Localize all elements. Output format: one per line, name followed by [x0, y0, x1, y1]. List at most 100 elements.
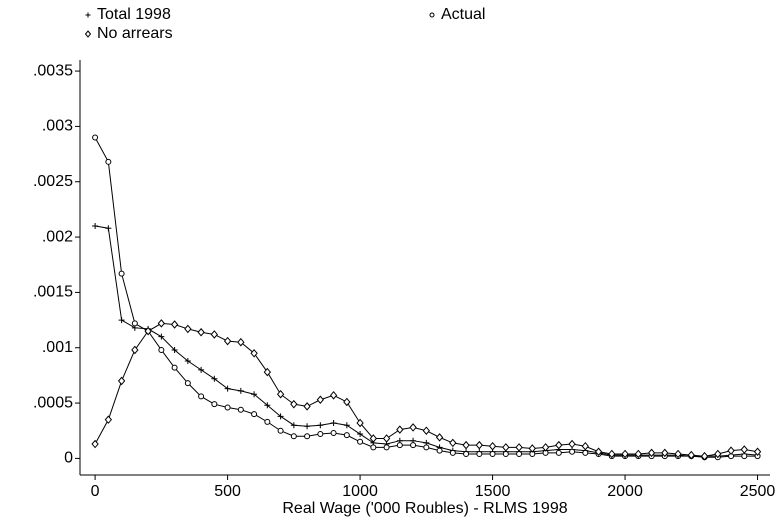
x-tick-label: 1500: [475, 483, 511, 500]
marker: [516, 450, 523, 457]
marker: [237, 406, 244, 413]
marker: [290, 433, 297, 440]
marker: [264, 418, 271, 425]
marker: [463, 450, 470, 457]
series-line: [95, 225, 758, 457]
marker: [608, 449, 616, 459]
legend-marker: [429, 12, 435, 18]
marker: [317, 422, 324, 429]
marker: [528, 444, 536, 453]
marker: [118, 317, 125, 324]
marker: [118, 270, 125, 277]
marker: [343, 432, 350, 439]
marker: [304, 433, 311, 440]
y-tick-label: .0035: [33, 62, 73, 79]
marker: [422, 426, 430, 436]
marker: [357, 431, 364, 438]
marker: [541, 443, 550, 452]
marker: [251, 411, 258, 418]
x-tick-label: 500: [214, 483, 241, 500]
marker: [158, 333, 165, 340]
marker: [687, 450, 695, 460]
marker: [594, 447, 603, 457]
marker: [634, 449, 642, 459]
marker: [316, 395, 324, 405]
marker: [105, 158, 112, 165]
y-tick-label: 0: [64, 450, 73, 467]
x-tick-label: 2000: [607, 483, 643, 500]
marker: [753, 447, 762, 457]
marker: [621, 449, 629, 459]
marker: [237, 387, 244, 394]
marker: [555, 440, 563, 450]
marker: [303, 402, 311, 411]
marker: [104, 415, 113, 424]
marker: [343, 422, 350, 429]
marker: [158, 346, 165, 353]
marker: [436, 447, 443, 454]
marker: [317, 431, 324, 438]
y-tick-label: .002: [42, 228, 73, 245]
marker: [475, 440, 483, 450]
marker: [251, 391, 258, 398]
marker: [184, 358, 191, 365]
marker: [131, 320, 138, 327]
marker: [197, 327, 205, 337]
y-tick-label: .0015: [33, 284, 73, 301]
marker: [674, 449, 682, 459]
marker: [488, 441, 497, 451]
marker: [263, 367, 271, 377]
y-tick-label: .001: [42, 339, 73, 356]
marker: [555, 449, 562, 456]
marker: [396, 425, 404, 434]
marker: [92, 223, 99, 229]
marker: [700, 451, 709, 461]
marker: [264, 402, 271, 409]
marker: [356, 418, 364, 428]
marker: [105, 225, 112, 232]
marker: [740, 445, 748, 454]
marker: [117, 376, 126, 386]
marker: [357, 438, 364, 445]
marker: [502, 443, 510, 452]
marker: [144, 326, 152, 336]
marker: [435, 433, 444, 442]
marker: [250, 348, 258, 358]
legend-label: Actual: [441, 6, 485, 23]
marker: [330, 429, 337, 436]
marker: [369, 434, 377, 443]
marker: [157, 319, 166, 328]
marker: [184, 324, 192, 334]
marker: [198, 366, 205, 373]
marker: [515, 443, 523, 452]
y-tick-label: .0005: [33, 394, 73, 411]
marker: [329, 391, 338, 400]
marker: [211, 375, 218, 382]
marker: [277, 413, 284, 420]
marker: [171, 364, 178, 371]
legend-label: Total 1998: [97, 6, 171, 23]
marker: [409, 423, 417, 432]
marker: [581, 441, 589, 451]
marker: [370, 444, 377, 451]
marker: [741, 453, 748, 460]
marker: [198, 393, 205, 400]
x-axis-label: Real Wage ('000 Roubles) - RLMS 1998: [282, 500, 567, 517]
marker: [276, 389, 285, 399]
marker: [91, 439, 99, 449]
marker: [170, 320, 179, 329]
marker: [171, 346, 178, 353]
x-tick-label: 2500: [740, 483, 776, 500]
marker: [727, 446, 735, 455]
marker: [489, 450, 496, 457]
legend-label: No arrears: [97, 25, 173, 42]
y-tick-label: .0025: [33, 173, 73, 190]
marker: [184, 380, 191, 387]
marker: [304, 423, 311, 430]
marker: [383, 444, 390, 451]
marker: [210, 330, 219, 339]
marker: [462, 440, 470, 450]
x-tick-label: 0: [91, 483, 100, 500]
marker: [343, 397, 351, 407]
